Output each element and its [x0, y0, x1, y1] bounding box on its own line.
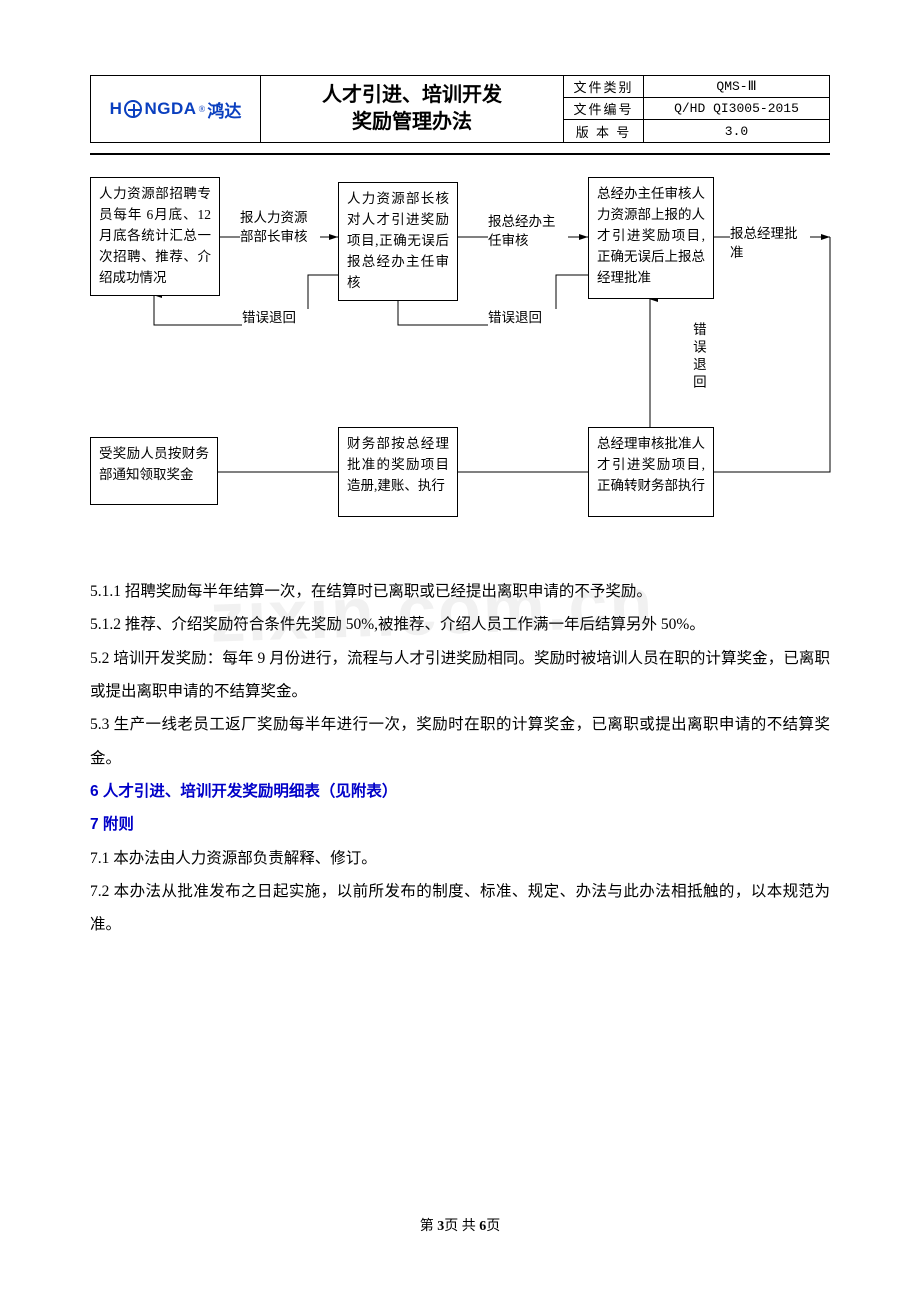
footer-mid: 页 共: [444, 1219, 479, 1234]
paragraph: 7 附则: [90, 808, 830, 841]
flow-label-back1: 错误退回: [242, 309, 322, 328]
doc-title-line1: 人才引进、培训开发: [322, 82, 502, 109]
meta-value: QMS-Ⅲ: [644, 76, 829, 97]
doc-header: H NGDA ® 鸿达 人才引进、培训开发 奖励管理办法 文件类别 QMS-Ⅲ …: [90, 75, 830, 143]
paragraph: 5.1.1 招聘奖励每半年结算一次，在结算时已离职或已经提出离职申请的不予奖励。: [90, 575, 830, 608]
meta-row: 版 本 号 3.0: [564, 120, 829, 142]
flowchart: 人力资源部招聘专员每年 6月底、12 月底各统计汇总一次招聘、推荐、介绍成功情况…: [90, 177, 830, 547]
paragraph: 7.1 本办法由人力资源部负责解释、修订。: [90, 842, 830, 875]
page-footer: 第 3页 共 6页: [0, 1215, 920, 1235]
flow-label-back2: 错误退回: [488, 309, 568, 328]
flow-label-l12: 报人力资源部部长审核: [240, 209, 320, 247]
logo-icon: [124, 100, 142, 118]
meta-label: 版 本 号: [564, 120, 644, 142]
paragraph: 5.1.2 推荐、介绍奖励符合条件先奖励 50%,被推荐、介绍人员工作满一年后结…: [90, 608, 830, 641]
flow-node-n4: 总经理审核批准人才引进奖励项目,正确转财务部执行: [588, 427, 714, 517]
flow-node-n3: 总经办主任审核人力资源部上报的人才引进奖励项目,正确无误后上报总经理批准: [588, 177, 714, 299]
meta-label: 文件类别: [564, 76, 644, 97]
flow-node-n5: 财务部按总经理批准的奖励项目造册,建账、执行: [338, 427, 458, 517]
logo-text-rest: NGDA: [144, 99, 196, 119]
meta-label: 文件编号: [564, 98, 644, 119]
paragraph: 6 人才引进、培训开发奖励明细表（见附表）: [90, 775, 830, 808]
header-rule: [90, 153, 830, 155]
flow-node-n1: 人力资源部招聘专员每年 6月底、12 月底各统计汇总一次招聘、推荐、介绍成功情况: [90, 177, 220, 296]
flow-label-l3r: 报总经理批准: [730, 225, 810, 263]
meta-row: 文件类别 QMS-Ⅲ: [564, 76, 829, 98]
flow-node-n2: 人力资源部长核对人才引进奖励项目,正确无误后报总经办主任审核: [338, 182, 458, 301]
logo: H NGDA ® 鸿达: [110, 97, 242, 122]
paragraph: 5.2 培训开发奖励：每年 9 月份进行，流程与人才引进奖励相同。奖励时被培训人…: [90, 642, 830, 709]
footer-suffix: 页: [486, 1219, 500, 1234]
paragraph: 7.2 本办法从批准发布之日起实施，以前所发布的制度、标准、规定、办法与此办法相…: [90, 875, 830, 942]
meta-row: 文件编号 Q/HD QI3005-2015: [564, 98, 829, 120]
flow-label-back3: 错误退回: [688, 322, 707, 392]
doc-meta: 文件类别 QMS-Ⅲ 文件编号 Q/HD QI3005-2015 版 本 号 3…: [564, 76, 829, 142]
flow-node-n6: 受奖励人员按财务部通知领取奖金: [90, 437, 218, 505]
paragraph: 5.3 生产一线老员工返厂奖励每半年进行一次，奖励时在职的计算奖金，已离职或提出…: [90, 708, 830, 775]
logo-text-cn: 鸿达: [207, 97, 241, 122]
logo-text-h: H: [110, 99, 123, 119]
meta-value: Q/HD QI3005-2015: [644, 98, 829, 119]
doc-title: 人才引进、培训开发 奖励管理办法: [261, 76, 564, 142]
meta-value: 3.0: [644, 120, 829, 142]
doc-title-line2: 奖励管理办法: [352, 109, 472, 136]
flow-label-l23: 报总经办主任审核: [488, 213, 568, 251]
logo-cell: H NGDA ® 鸿达: [91, 76, 261, 142]
footer-prefix: 第: [420, 1219, 438, 1234]
logo-sup: ®: [199, 104, 206, 114]
body-text: 5.1.1 招聘奖励每半年结算一次，在结算时已离职或已经提出离职申请的不予奖励。…: [90, 575, 830, 941]
